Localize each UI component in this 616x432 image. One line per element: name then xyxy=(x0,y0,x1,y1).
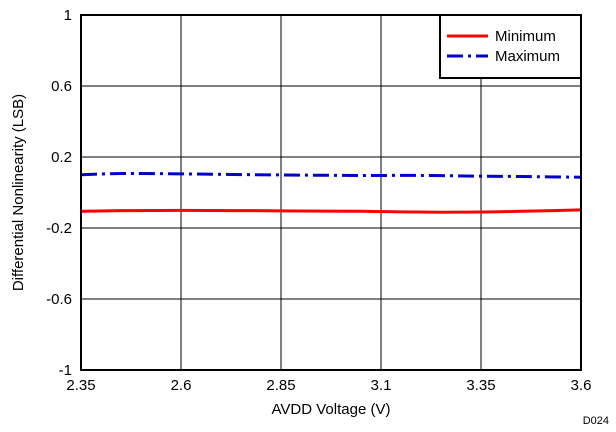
y-tick-label: 0.6 xyxy=(51,78,72,95)
y-tick-label: 0.2 xyxy=(51,149,72,166)
x-axis-label: AVDD Voltage (V) xyxy=(272,401,391,418)
y-tick-label: -0.6 xyxy=(46,291,72,308)
figure-id: D024 xyxy=(583,415,609,427)
x-tick-labels: 2.35 2.6 2.85 3.1 3.35 3.6 xyxy=(66,377,591,394)
x-tick-label: 3.6 xyxy=(571,377,592,394)
x-tick-label: 3.1 xyxy=(371,377,392,394)
legend-label: Maximum xyxy=(495,48,560,65)
x-tick-label: 2.35 xyxy=(66,377,95,394)
x-tick-label: 2.85 xyxy=(266,377,295,394)
series-line-minimum xyxy=(80,208,582,214)
y-tick-labels: -1 -0.6 -0.2 0.2 0.6 1 xyxy=(46,7,72,379)
legend-box xyxy=(439,14,582,79)
y-tick-label: -1 xyxy=(59,362,72,379)
series-lines xyxy=(80,171,582,214)
y-tick-label: -0.2 xyxy=(46,220,72,237)
series-line-maximum xyxy=(80,171,582,179)
legend-label: Minimum xyxy=(495,28,556,45)
y-tick-label: 1 xyxy=(64,7,72,24)
x-tick-label: 3.35 xyxy=(466,377,495,394)
x-tick-label: 2.6 xyxy=(171,377,192,394)
legend: Minimum Maximum xyxy=(439,14,582,79)
plot-frame xyxy=(80,14,582,371)
y-axis-label: Differential Nonlinearity (LSB) xyxy=(10,94,27,291)
